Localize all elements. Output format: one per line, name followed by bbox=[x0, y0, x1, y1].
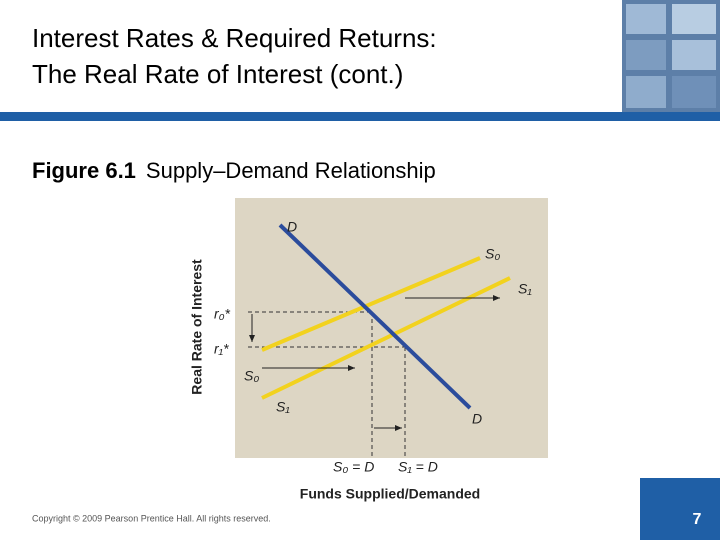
rate-label: r₀* bbox=[214, 306, 231, 322]
equilibrium-label: S₁ = D bbox=[398, 459, 438, 475]
page-box bbox=[640, 478, 720, 540]
plot-area bbox=[235, 198, 548, 458]
figure-caption: Figure 6.1 Supply–Demand Relationship bbox=[32, 158, 436, 183]
equilibrium-label: S₀ = D bbox=[333, 459, 374, 475]
curve-label: S₁ bbox=[276, 399, 290, 415]
curve-label: D bbox=[287, 219, 297, 235]
supply-curve bbox=[261, 256, 481, 352]
header-image bbox=[622, 0, 720, 112]
figure-number: Figure 6.1 bbox=[32, 158, 136, 183]
copyright: Copyright © 2009 Pearson Prentice Hall. … bbox=[32, 513, 271, 523]
page-number: 7 bbox=[693, 511, 702, 528]
curve-label: S₀ bbox=[244, 368, 259, 384]
arrows bbox=[249, 295, 500, 431]
figure-title: Supply–Demand Relationship bbox=[146, 158, 436, 183]
title-line: The Real Rate of Interest (cont.) bbox=[32, 59, 403, 89]
demand-curve bbox=[278, 223, 472, 410]
rate-label: r₁* bbox=[214, 341, 229, 357]
guides bbox=[248, 311, 406, 458]
curve-label: S₀ bbox=[485, 246, 500, 262]
curve-label: D bbox=[472, 411, 482, 427]
title-line: Interest Rates & Required Returns: bbox=[32, 23, 437, 53]
curve-label: S₁ bbox=[518, 281, 532, 297]
header-bar bbox=[0, 112, 720, 121]
x-axis-title: Funds Supplied/Demanded bbox=[300, 486, 480, 502]
y-axis-title: Real Rate of Interest bbox=[189, 259, 205, 395]
